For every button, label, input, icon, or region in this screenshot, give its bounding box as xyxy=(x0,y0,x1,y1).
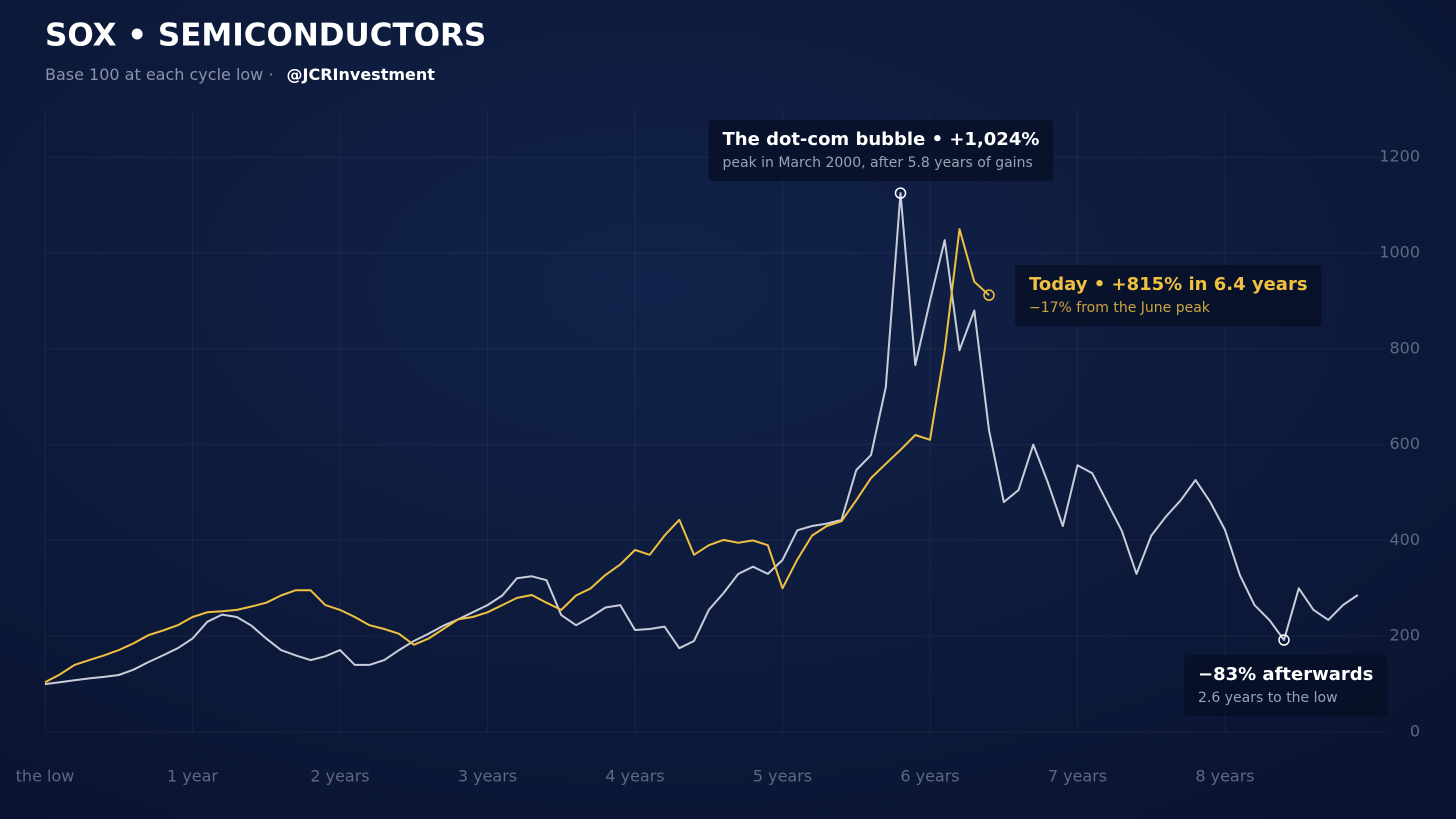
y-tick-label: 800 xyxy=(1389,338,1420,357)
series-line xyxy=(44,192,1359,686)
annotation-box xyxy=(708,120,1054,182)
annotation-box xyxy=(1015,265,1322,327)
x-tick-label: 5 years xyxy=(753,767,812,786)
annotation-marker xyxy=(983,289,995,301)
annotation-subtitle: 2.6 years to the low xyxy=(1198,690,1338,706)
annotation-title: The dot-com bubble • +1,024% xyxy=(723,129,1040,150)
chart-subtitle: Base 100 at each cycle low · @JCRInvestm… xyxy=(45,65,435,84)
grid: 0 200 400 600 800 1000 1200 the low 1 year 2 year… xyxy=(16,109,1420,786)
plot xyxy=(44,192,1359,686)
x-tick-label: 7 years xyxy=(1048,767,1107,786)
annotation-title: Today • +815% in 6.4 years xyxy=(1029,274,1308,295)
series-line xyxy=(44,228,990,684)
y-tick-label: 600 xyxy=(1389,434,1420,453)
annotation-marker xyxy=(1278,634,1290,646)
subtitle: Base 100 at each cycle low · xyxy=(45,65,273,84)
x-tick-label: 4 years xyxy=(605,767,664,786)
x-tick-label: 8 years xyxy=(1195,767,1254,786)
annotation-subtitle: peak in March 2000, after 5.8 years of g… xyxy=(723,155,1033,171)
annotation-box xyxy=(1184,655,1388,717)
x-tick-label: 2 years xyxy=(310,767,369,786)
y-tick-label: 400 xyxy=(1389,530,1420,549)
annotation-marker xyxy=(894,187,907,199)
annotations: The dot-com bubble • +1,024% peak in Marc… xyxy=(708,120,1388,717)
x-tick-label: 1 year xyxy=(167,767,218,786)
y-tick-label: 0 xyxy=(1410,722,1420,741)
y-tick-label: 200 xyxy=(1389,626,1420,645)
annotation-subtitle: −17% from the June peak xyxy=(1029,300,1211,316)
x-tick-label: 3 years xyxy=(458,767,517,786)
handle: @JCRInvestment xyxy=(287,65,436,84)
x-tick-label: 6 years xyxy=(900,767,959,786)
annotation-title: −83% afterwards xyxy=(1198,664,1373,685)
chart-title: SOX • SEMICONDUCTORS xyxy=(45,18,486,54)
y-tick-label: 1200 xyxy=(1379,147,1420,166)
x-tick-label: the low xyxy=(16,767,75,786)
y-tick-label: 1000 xyxy=(1379,243,1420,262)
